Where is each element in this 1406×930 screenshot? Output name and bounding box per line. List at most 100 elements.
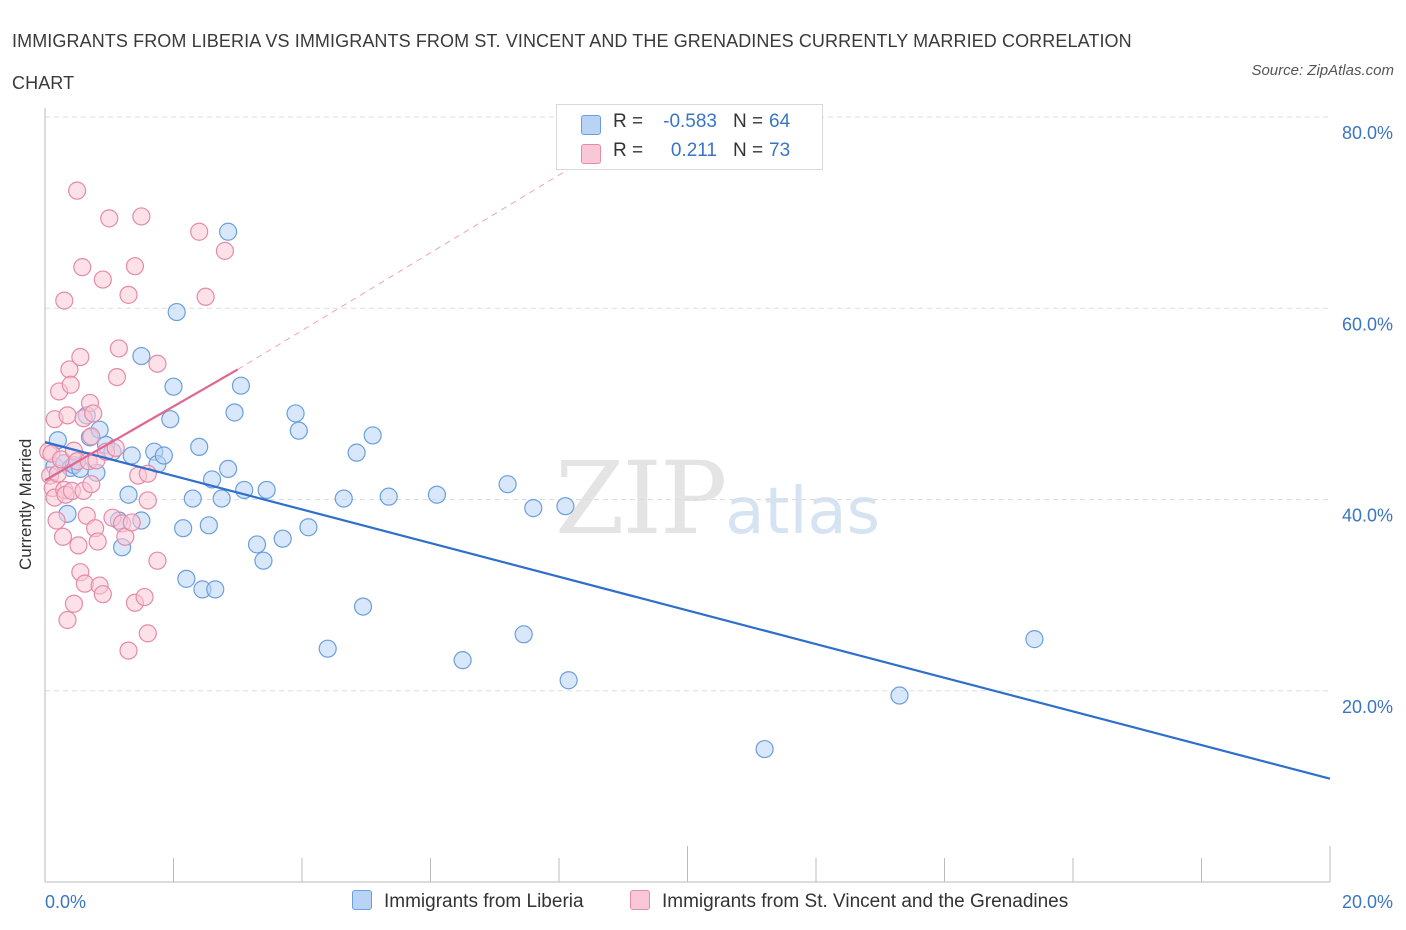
liberia-point bbox=[154, 446, 173, 465]
st-vincent-point bbox=[58, 610, 77, 630]
liberia-point bbox=[363, 426, 382, 445]
liberia-point bbox=[379, 487, 398, 506]
liberia-point bbox=[199, 516, 218, 535]
liberia-point bbox=[206, 580, 225, 599]
bottom-legend-liberia: Immigrants from Liberia bbox=[352, 890, 584, 913]
y-tick-label: 40.0% bbox=[1342, 506, 1393, 526]
liberia-point bbox=[453, 651, 472, 670]
st-vincent-trend-line bbox=[44, 368, 239, 482]
series-liberia-points bbox=[45, 222, 1044, 759]
liberia-point bbox=[334, 489, 353, 508]
st-vincent-point bbox=[61, 375, 80, 394]
st-vincent-point bbox=[73, 258, 92, 277]
st-vincent-point bbox=[68, 181, 87, 200]
liberia-point bbox=[498, 475, 517, 494]
st-vincent-point bbox=[82, 427, 101, 446]
liberia-point bbox=[177, 569, 196, 588]
chart-title-line-2: CHART bbox=[12, 73, 75, 93]
y-tick-label: 80.0% bbox=[1342, 123, 1393, 143]
y-tick-label: 60.0% bbox=[1342, 314, 1393, 334]
legend-n-label: N = bbox=[733, 140, 764, 161]
liberia-point bbox=[164, 377, 183, 396]
st-vincent-point bbox=[107, 368, 127, 387]
liberia-point bbox=[122, 446, 141, 465]
liberia-point bbox=[161, 410, 180, 429]
st-vincent-point bbox=[109, 339, 128, 358]
bottom-legend-st-vincent: Immigrants from St. Vincent and the Gren… bbox=[630, 890, 1068, 913]
chart-title: IMMIGRANTS FROM LIBERIA VS IMMIGRANTS FR… bbox=[12, 20, 1172, 104]
st-vincent-point bbox=[138, 624, 157, 643]
legend-swatch-blue bbox=[581, 115, 601, 135]
grid-lines bbox=[45, 116, 1330, 692]
liberia-point bbox=[225, 403, 244, 422]
st-vincent-trend-extension bbox=[237, 135, 624, 370]
st-vincent-point bbox=[55, 291, 74, 310]
trend-lines bbox=[44, 135, 1331, 780]
st-vincent-point bbox=[138, 491, 157, 510]
series-st-vincent-points bbox=[39, 181, 234, 660]
legend-r-value: 0.211 bbox=[670, 140, 717, 161]
x-tick-label: 0.0% bbox=[45, 892, 86, 912]
st-vincent-point bbox=[119, 641, 138, 660]
liberia-point bbox=[231, 376, 251, 395]
liberia-point bbox=[318, 639, 337, 658]
liberia-point bbox=[353, 597, 373, 616]
st-vincent-point bbox=[196, 287, 215, 306]
liberia-point bbox=[219, 459, 238, 478]
bottom-legend-swatch-pink bbox=[630, 890, 650, 910]
zipatlas-watermark: ZIPatlas bbox=[555, 440, 880, 557]
liberia-trend-line bbox=[44, 441, 1331, 780]
liberia-point bbox=[257, 480, 276, 500]
st-vincent-point bbox=[77, 506, 96, 525]
liberia-point bbox=[299, 518, 318, 537]
st-vincent-point bbox=[119, 285, 138, 304]
legend-n-value: 64 bbox=[769, 111, 791, 132]
st-vincent-point bbox=[190, 222, 209, 241]
legend-n-label: N = bbox=[733, 111, 764, 132]
liberia-point bbox=[556, 497, 575, 516]
liberia-point bbox=[273, 529, 292, 548]
st-vincent-point bbox=[148, 354, 167, 373]
liberia-point bbox=[524, 499, 543, 518]
tick-labels: 20.0% 40.0% 60.0% 80.0% 0.0% 20.0% bbox=[45, 123, 1393, 912]
watermark-zip: ZIP bbox=[555, 440, 727, 557]
liberia-point bbox=[890, 686, 909, 705]
y-axis-label: Currently Married bbox=[16, 438, 35, 570]
liberia-point bbox=[212, 489, 231, 508]
st-vincent-point bbox=[93, 270, 112, 289]
st-vincent-point bbox=[47, 511, 66, 530]
st-vincent-point bbox=[93, 585, 112, 604]
st-vincent-point bbox=[64, 594, 84, 613]
liberia-point bbox=[132, 346, 151, 366]
liberia-point bbox=[755, 739, 774, 759]
axes bbox=[44, 108, 1331, 883]
liberia-point bbox=[1025, 630, 1044, 649]
liberia-point bbox=[183, 489, 202, 508]
x-tick-label: 20.0% bbox=[1342, 892, 1393, 912]
legend-r-label: R = bbox=[613, 140, 644, 161]
st-vincent-point bbox=[132, 207, 151, 226]
liberia-point bbox=[514, 625, 533, 644]
source-credit: Source: ZipAtlas.com bbox=[1251, 62, 1394, 79]
liberia-point bbox=[190, 437, 209, 457]
st-vincent-point bbox=[122, 513, 141, 532]
liberia-point bbox=[167, 302, 186, 322]
liberia-point bbox=[174, 519, 193, 538]
st-vincent-point bbox=[88, 532, 107, 551]
st-vincent-point bbox=[71, 347, 90, 367]
liberia-point bbox=[289, 421, 308, 440]
liberia-point bbox=[247, 535, 267, 554]
correlation-legend: R = -0.583 N = 64 R = 0.211 N = 73 bbox=[556, 104, 823, 170]
y-tick-label: 20.0% bbox=[1342, 697, 1393, 717]
chart-title-line-1: IMMIGRANTS FROM LIBERIA VS IMMIGRANTS FR… bbox=[12, 31, 1132, 51]
bottom-legend-swatch-blue bbox=[352, 890, 372, 910]
st-vincent-point bbox=[148, 551, 167, 570]
st-vincent-point bbox=[84, 404, 103, 423]
legend-r-label: R = bbox=[613, 111, 644, 132]
liberia-point bbox=[254, 551, 273, 570]
legend-n-value: 73 bbox=[769, 140, 791, 161]
liberia-point bbox=[559, 671, 578, 690]
liberia-point bbox=[219, 222, 238, 241]
liberia-point bbox=[347, 443, 366, 462]
st-vincent-point bbox=[125, 257, 145, 276]
